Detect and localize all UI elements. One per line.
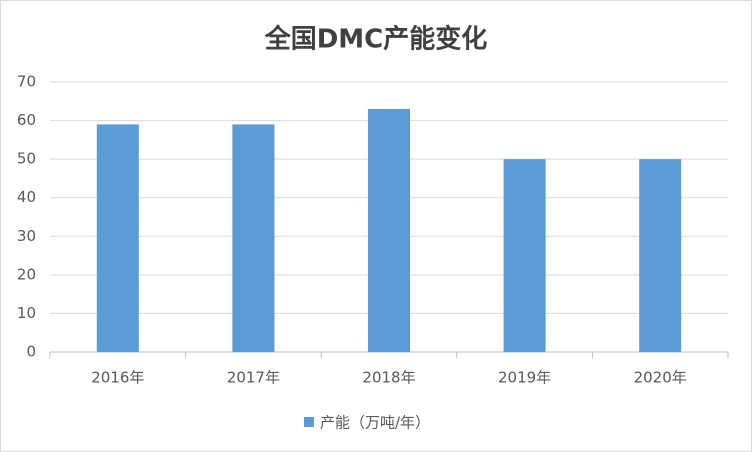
chart-title: 全国DMC产能变化 xyxy=(264,24,488,55)
bar xyxy=(96,124,139,352)
y-tick-label: 40 xyxy=(17,188,36,206)
y-tick-label: 70 xyxy=(17,73,36,91)
x-tick-label: 2016年 xyxy=(91,369,144,387)
legend-swatch xyxy=(304,417,314,427)
x-tick-label: 2019年 xyxy=(498,369,551,387)
y-tick-label: 50 xyxy=(17,150,36,168)
y-tick-label: 0 xyxy=(26,343,36,361)
bar xyxy=(639,159,682,352)
legend-label: 产能（万吨/年） xyxy=(320,414,430,432)
y-tick-label: 60 xyxy=(17,111,36,129)
y-tick-label: 30 xyxy=(17,227,36,245)
bar xyxy=(368,109,410,352)
y-tick-label: 20 xyxy=(17,265,36,283)
x-tick-label: 2017年 xyxy=(227,369,280,387)
bar xyxy=(503,159,546,352)
x-tick-label: 2018年 xyxy=(362,369,415,387)
y-tick-label: 10 xyxy=(17,304,36,322)
bar xyxy=(232,124,275,352)
x-tick-label: 2020年 xyxy=(634,369,687,387)
